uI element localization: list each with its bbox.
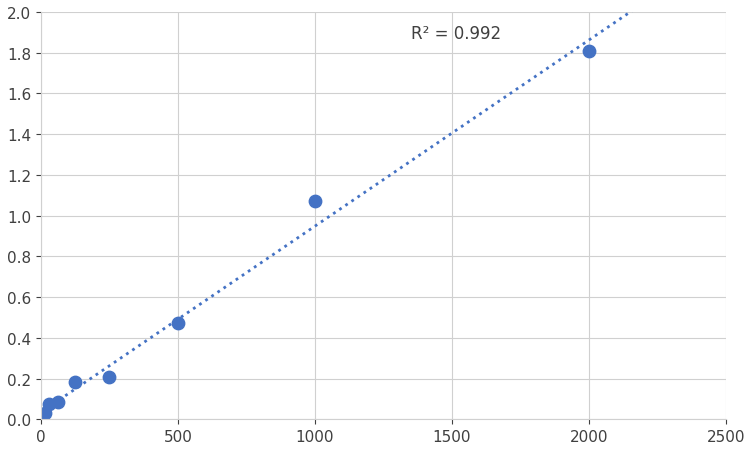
Text: R² = 0.992: R² = 0.992 [411, 25, 501, 43]
Point [172, 319, 184, 327]
Point [583, 48, 595, 55]
Point [39, 410, 51, 417]
Point [103, 374, 115, 381]
Point [69, 378, 81, 386]
Point [52, 398, 64, 405]
Point [309, 198, 321, 206]
Point [44, 400, 56, 408]
Point [35, 413, 47, 420]
